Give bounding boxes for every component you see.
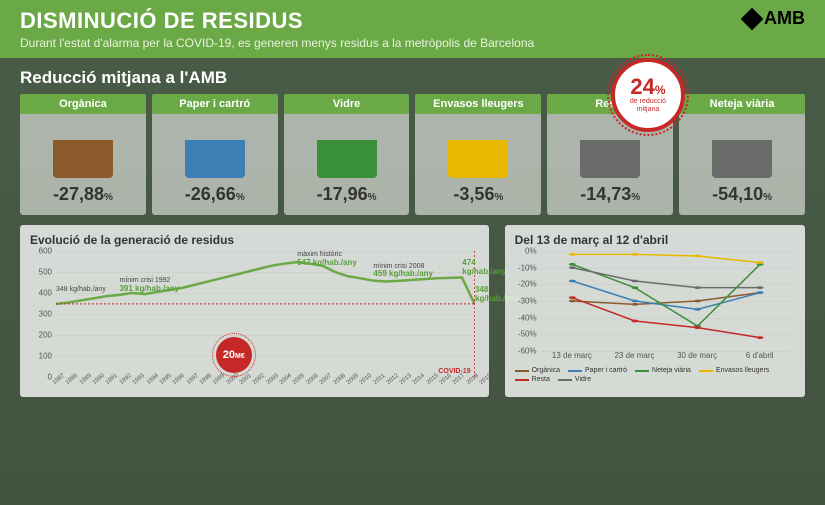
legend-item: Resta (515, 376, 550, 383)
legend-item: Paper i cartró (568, 367, 627, 374)
charts-row: Evolució de la generació de residus 0100… (0, 215, 825, 409)
category-name: Orgànica (20, 94, 146, 114)
category-row: 24% de reducciómitjana Orgànica -27,88%P… (0, 94, 825, 215)
category-card: Neteja viària -54,10% (679, 94, 805, 215)
chart1-plot: 0100200300400500600 19871988198919901991… (30, 251, 479, 391)
chart1-xaxis: 1987198819891990199119921993199419951996… (56, 377, 475, 391)
badge-text: de reducciómitjana (630, 98, 666, 113)
category-value: -27,88% (24, 184, 142, 205)
category-card: Vidre -17,96% (284, 94, 410, 215)
category-icon (419, 120, 537, 178)
category-card: Envasos lleugers -3,56% (415, 94, 541, 215)
chart-annotation: 348 kg/hab./any (56, 286, 106, 294)
brand-name: AMB (764, 8, 805, 29)
category-value: -17,96% (288, 184, 406, 205)
chart2-plot: 0%-10%-20%-30%-40%-50%-60% 13 de març23 … (515, 251, 795, 365)
category-value: -54,10% (683, 184, 801, 205)
legend-item: Envasos lleugers (699, 367, 769, 374)
category-card: Paper i cartró -26,66% (152, 94, 278, 215)
red-badge: 20M€ (216, 337, 252, 373)
category-icon (156, 120, 274, 178)
category-value: -14,73% (551, 184, 669, 205)
header-text: DISMINUCIÓ DE RESIDUS Durant l'estat d'a… (20, 8, 534, 50)
category-icon (683, 120, 801, 178)
chart-period: Del 13 de març al 12 d'abril 0%-10%-20%-… (505, 225, 805, 397)
chart2-svg (541, 251, 791, 351)
category-card: Orgànica -27,88% (20, 94, 146, 215)
category-value: -26,66% (156, 184, 274, 205)
legend-item: Vidre (558, 376, 591, 383)
chart2-xaxis: 13 de març23 de març30 de març6 d'abril (541, 351, 791, 365)
chart-evolution: Evolució de la generació de residus 0100… (20, 225, 489, 397)
header: DISMINUCIÓ DE RESIDUS Durant l'estat d'a… (0, 0, 825, 58)
category-value: -3,56% (419, 184, 537, 205)
chart-annotation: mínim crisi 1992391 kg/hab./any (119, 277, 179, 293)
category-name: Envasos lleugers (415, 94, 541, 114)
legend-item: Neteja viària (635, 367, 691, 374)
badge-value: 24% (630, 76, 665, 98)
category-name: Neteja viària (679, 94, 805, 114)
chart-annotation: màxim històric547 kg/hab./any (297, 251, 357, 267)
chart2-title: Del 13 de març al 12 d'abril (515, 233, 795, 247)
section1-title: Reducció mitjana a l'AMB (0, 58, 825, 94)
chart1-title: Evolució de la generació de residus (30, 233, 479, 247)
chart2-legend: Orgànica Paper i cartró Neteja viària Envas… (515, 367, 795, 383)
category-icon (24, 120, 142, 178)
category-name: Vidre (284, 94, 410, 114)
chart-annotation: 474 kg/hab./any (462, 259, 506, 277)
chart2-yaxis: 0%-10%-20%-30%-40%-50%-60% (515, 251, 539, 351)
legend-item: Orgànica (515, 367, 560, 374)
page-subtitle: Durant l'estat d'alarma per la COVID-19,… (20, 36, 534, 50)
category-name: Paper i cartró (152, 94, 278, 114)
brand-logo: AMB (744, 8, 805, 29)
chart-annotation: mínim crisi 2008459 kg/hab./any (373, 263, 433, 279)
covid-label: COVID-19 (438, 368, 470, 375)
chart1-yaxis: 0100200300400500600 (30, 251, 54, 377)
page-title: DISMINUCIÓ DE RESIDUS (20, 8, 534, 34)
brand-logo-icon (741, 7, 764, 30)
reduction-badge: 24% de reducciómitjana (611, 58, 685, 132)
category-icon (288, 120, 406, 178)
